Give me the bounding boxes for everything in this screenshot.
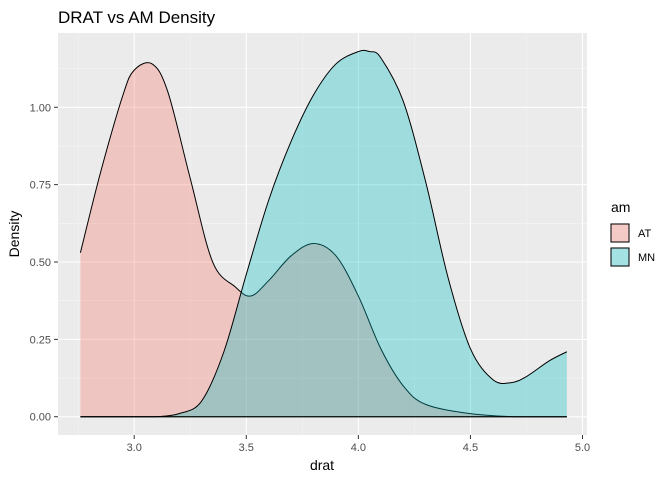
chart-title: DRAT vs AM Density <box>58 8 216 27</box>
x-tick-label: 3.5 <box>239 442 254 454</box>
density-area-mn <box>80 50 567 417</box>
y-axis-title: Density <box>6 211 22 258</box>
y-tick-label: 1.00 <box>30 102 51 114</box>
x-tick-label: 5.0 <box>575 442 590 454</box>
legend-key-background <box>610 247 630 267</box>
plot-panel <box>58 33 587 435</box>
x-axis-title: drat <box>310 457 334 473</box>
x-tick-label: 4.0 <box>351 442 366 454</box>
y-tick-label: 0.25 <box>30 334 51 346</box>
x-axis: 3.0 3.5 4.0 4.5 5.0 <box>127 435 590 454</box>
y-axis: 0.00 0.25 0.50 0.75 1.00 <box>30 102 58 424</box>
legend-key-mn <box>610 247 630 267</box>
legend-label-mn: MN <box>638 252 655 264</box>
density-curve-mn <box>80 49 568 418</box>
y-tick-label: 0.00 <box>30 412 51 424</box>
density-areas <box>79 49 568 418</box>
x-tick-label: 4.5 <box>463 442 478 454</box>
minor-gridlines <box>58 33 587 435</box>
legend-key-at <box>610 223 630 243</box>
y-tick-label: 0.50 <box>30 257 51 269</box>
legend-key-background <box>610 223 630 243</box>
legend-title: am <box>611 199 630 215</box>
x-tick-label: 3.0 <box>127 442 142 454</box>
legend-label-at: AT <box>638 228 652 240</box>
y-tick-label: 0.75 <box>30 180 51 192</box>
density-area-at <box>80 62 567 417</box>
legend: am AT MN <box>610 199 655 267</box>
density-curve-at <box>79 62 567 418</box>
